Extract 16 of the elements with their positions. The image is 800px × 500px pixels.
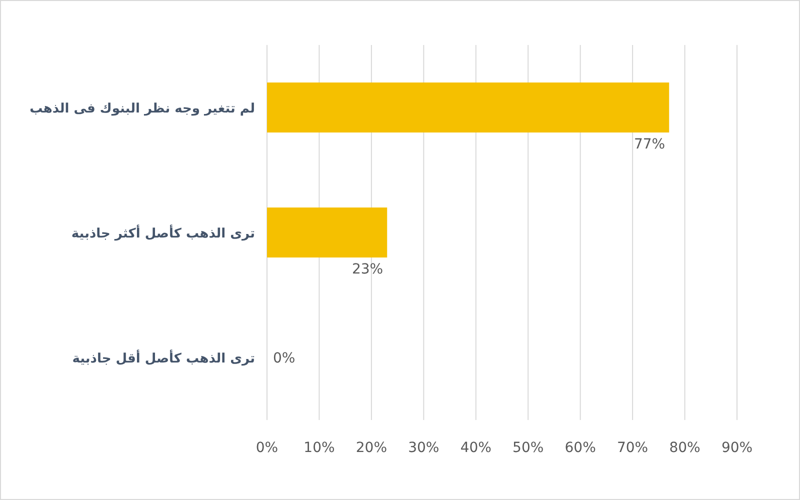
x-tick-label: 0% [256, 440, 278, 456]
x-tick-label: 50% [512, 440, 544, 456]
x-tick-label: 70% [616, 440, 648, 456]
y-tick-label: ترى الذهب كأصل أكثر جاذبية [71, 224, 255, 242]
x-tick-label: 90% [721, 440, 753, 456]
x-tick-label: 30% [408, 440, 440, 456]
x-tick-label: 20% [356, 440, 388, 456]
y-tick-label: لم تتغير وجه نظر البنوك فى الذهب [30, 102, 255, 116]
data-label: 0% [273, 350, 296, 366]
x-tick-label: 10% [304, 440, 335, 456]
x-tick-label: 60% [564, 440, 596, 456]
x-tick-label: 40% [460, 440, 492, 456]
data-label: 23% [352, 262, 384, 278]
x-tick-label: 80% [669, 440, 700, 456]
y-tick-label: ترى الذهب كأصل أقل جاذبية [72, 350, 255, 366]
data-label: 77% [634, 136, 666, 152]
